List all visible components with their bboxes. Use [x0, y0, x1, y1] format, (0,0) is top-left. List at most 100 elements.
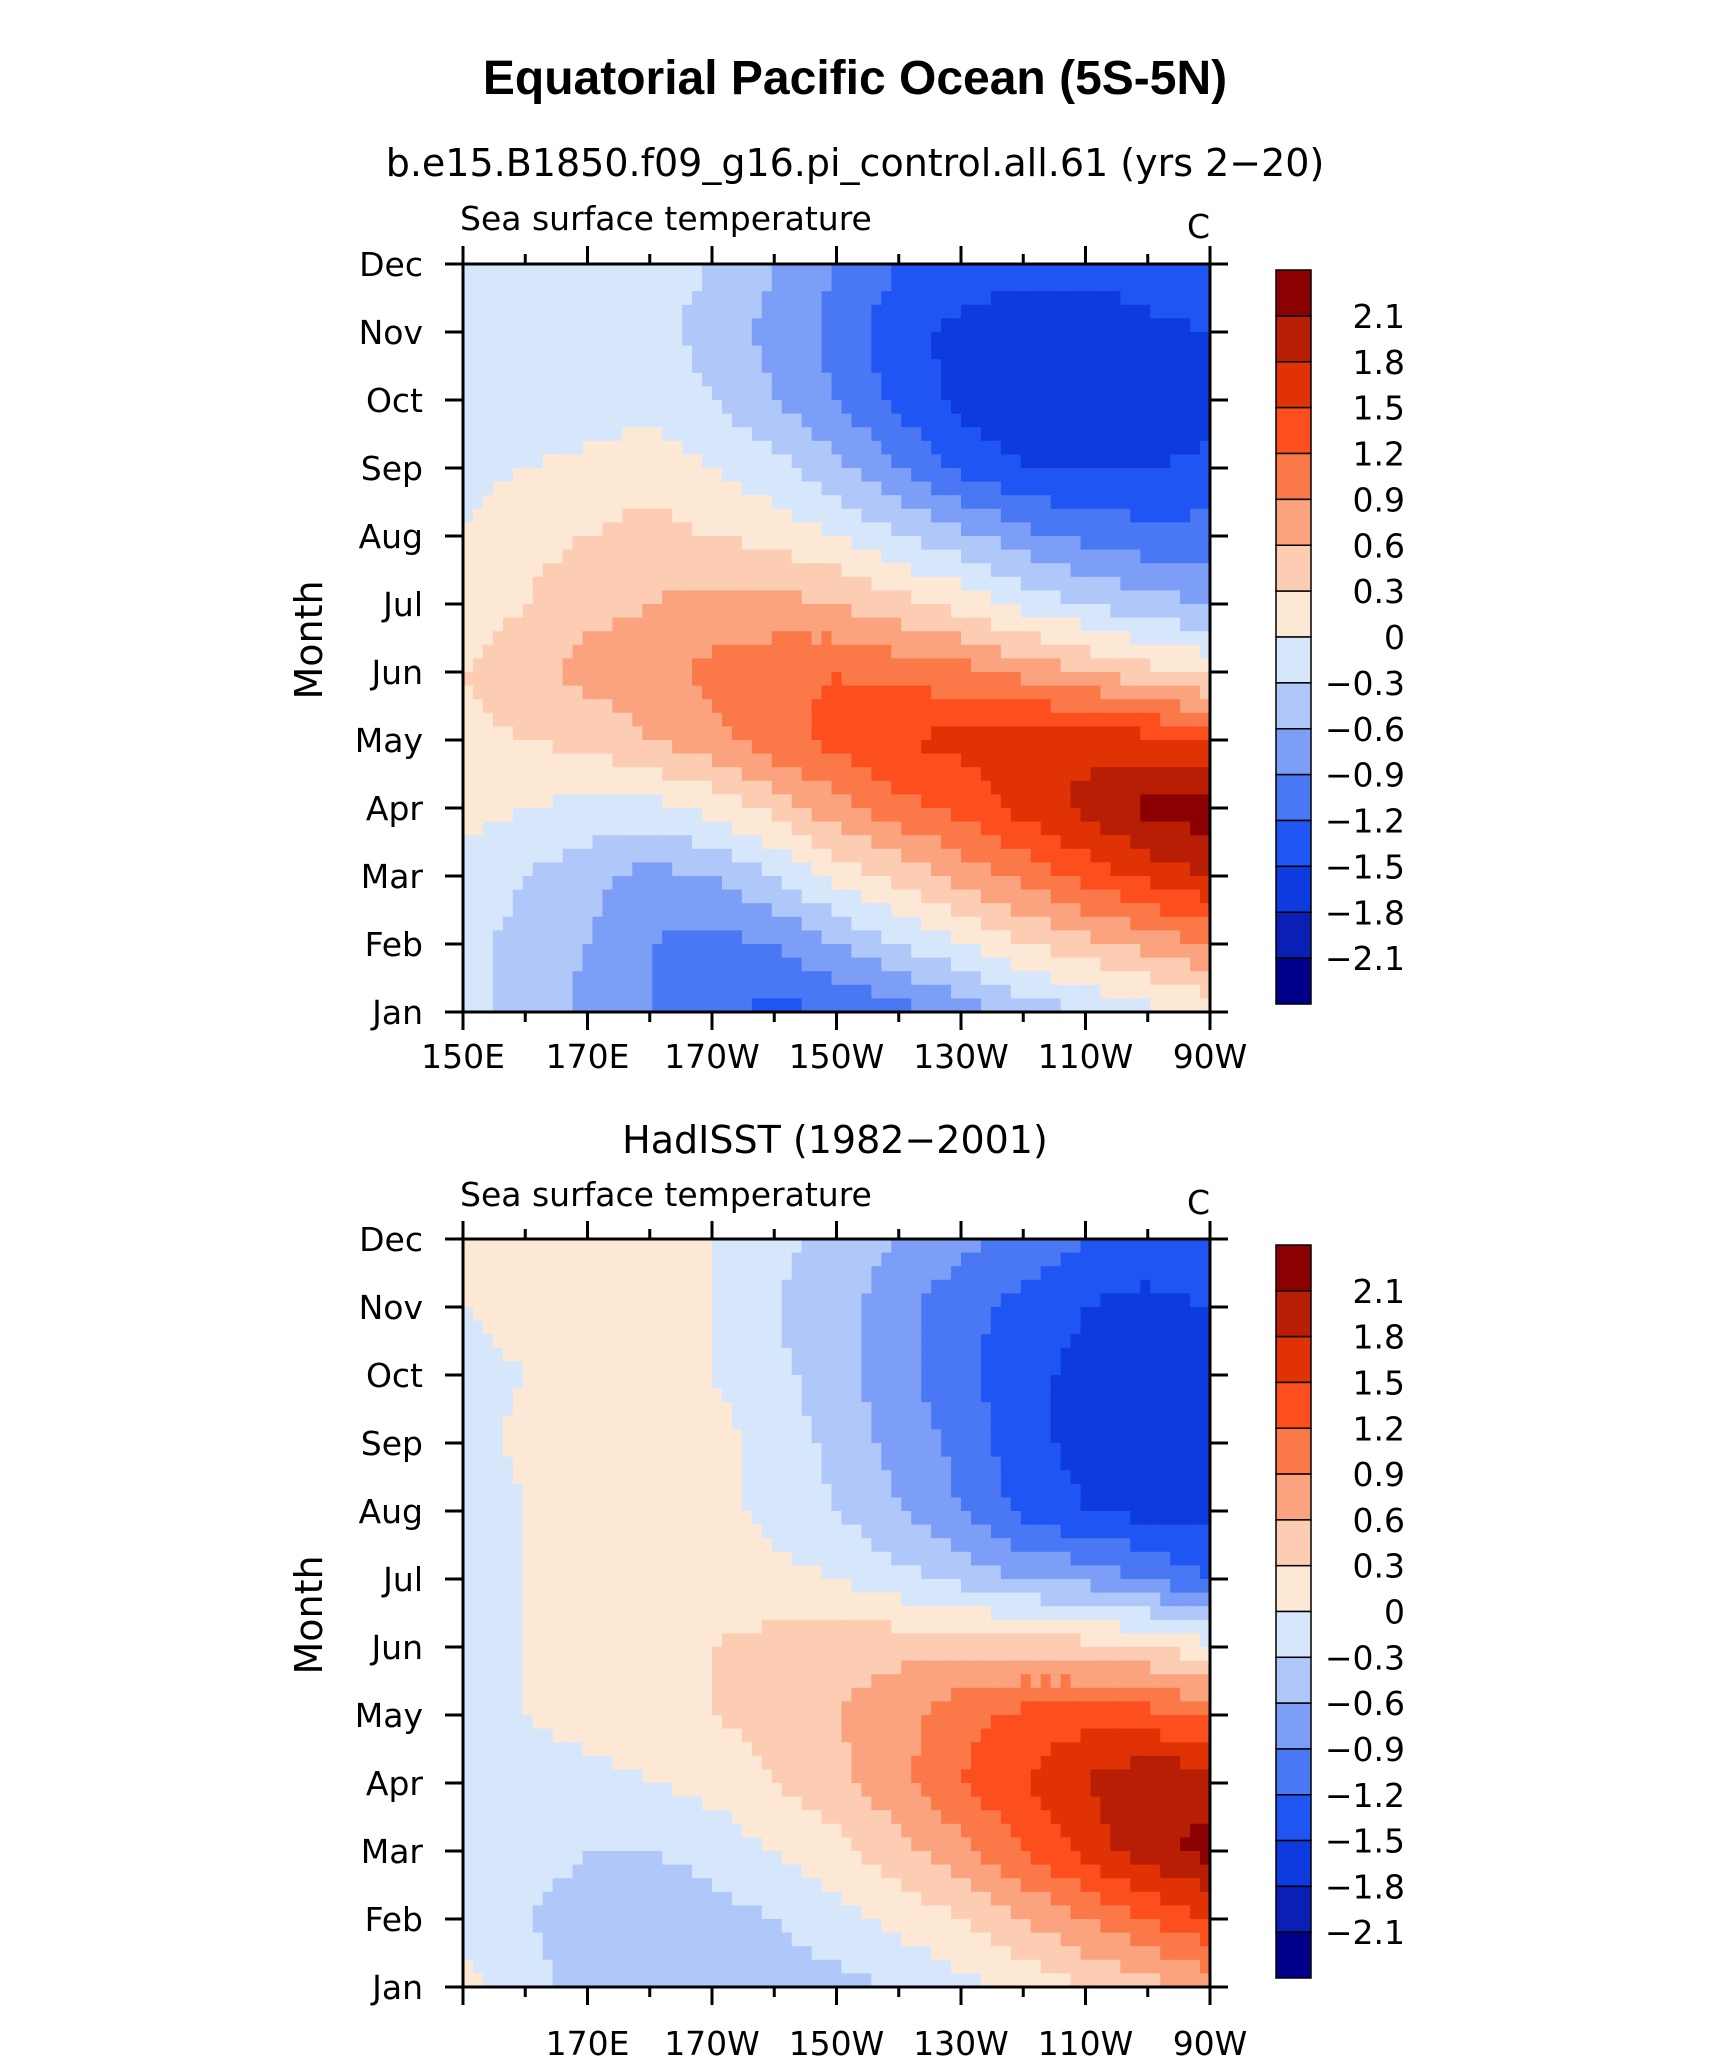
- contour-cell: [482, 454, 494, 469]
- contour-cell: [1080, 590, 1092, 605]
- contour-cell: [1040, 767, 1052, 782]
- contour-cell: [721, 767, 733, 782]
- contour-cell: [572, 440, 584, 455]
- contour-cell: [572, 372, 584, 387]
- contour-cell: [562, 808, 574, 823]
- colorbar-label: −1.2: [1325, 802, 1405, 841]
- contour-cell: [871, 835, 882, 850]
- contour-cell: [572, 1307, 584, 1322]
- contour-cell: [911, 658, 922, 673]
- contour-cell: [592, 740, 604, 755]
- contour-cell: [1130, 821, 1141, 836]
- contour-cell: [721, 332, 733, 347]
- contour-cell: [751, 1266, 763, 1281]
- contour-cell: [1190, 318, 1201, 333]
- contour-cell: [463, 1375, 474, 1390]
- contour-cell: [791, 658, 803, 673]
- contour-cell: [771, 1279, 783, 1294]
- contour-cell: [771, 903, 783, 918]
- contour-cell: [642, 1320, 653, 1335]
- contour-cell: [1120, 903, 1131, 918]
- contour-cell: [1090, 726, 1102, 741]
- contour-cell: [572, 740, 584, 755]
- contour-cell: [492, 277, 504, 292]
- contour-cell: [980, 835, 992, 850]
- contour-cell: [741, 522, 753, 537]
- contour-cell: [1130, 617, 1141, 632]
- contour-cell: [990, 672, 1002, 687]
- contour-cell: [592, 1279, 604, 1294]
- contour-cell: [1190, 549, 1201, 564]
- contour-cell: [990, 563, 1002, 578]
- contour-cell: [712, 291, 723, 306]
- contour-cell: [1170, 712, 1181, 727]
- contour-cell: [642, 672, 653, 687]
- contour-cell: [911, 318, 922, 333]
- contour-cell: [761, 576, 773, 591]
- contour-cell: [911, 699, 922, 714]
- contour-cell: [642, 468, 653, 483]
- contour-cell: [542, 454, 554, 469]
- contour-cell: [721, 930, 733, 945]
- contour-cell: [482, 631, 494, 646]
- contour-cell: [602, 304, 613, 319]
- contour-cell: [602, 876, 613, 891]
- contour-cell: [1190, 848, 1201, 863]
- contour-cell: [861, 903, 872, 918]
- contour-cell: [871, 794, 882, 809]
- colorbar-box: [1275, 728, 1312, 776]
- contour-cell: [572, 903, 584, 918]
- contour-cell: [931, 427, 942, 442]
- contour-cell: [572, 1279, 584, 1294]
- contour-cell: [741, 835, 753, 850]
- contour-cell: [1170, 808, 1181, 823]
- contour-cell: [662, 971, 673, 986]
- contour-cell: [662, 386, 673, 401]
- contour-cell: [712, 848, 723, 863]
- contour-cell: [841, 332, 853, 347]
- contour-cell: [1150, 644, 1161, 659]
- contour-cell: [612, 1361, 623, 1376]
- contour-cell: [861, 1307, 872, 1322]
- contour-cell: [682, 1307, 693, 1322]
- contour-cell: [582, 780, 594, 795]
- contour-cell: [562, 508, 574, 523]
- contour-cell: [712, 712, 723, 727]
- contour-cell: [492, 495, 504, 510]
- contour-cell: [1140, 631, 1151, 646]
- contour-cell: [1180, 454, 1191, 469]
- contour-cell: [712, 631, 723, 646]
- contour-cell: [1110, 617, 1121, 632]
- contour-cell: [980, 930, 992, 945]
- contour-cell: [622, 1266, 633, 1281]
- contour-cell: [871, 413, 882, 428]
- contour-cell: [1190, 753, 1201, 768]
- x-tick-label: 170W: [664, 1037, 760, 1076]
- contour-cell: [602, 712, 613, 727]
- contour-cell: [482, 644, 494, 659]
- contour-cell: [672, 1266, 683, 1281]
- contour-cell: [970, 345, 982, 360]
- contour-cell: [791, 563, 803, 578]
- contour-cell: [861, 481, 872, 496]
- contour-cell: [472, 372, 484, 387]
- contour-cell: [642, 1307, 653, 1322]
- contour-cell: [1140, 454, 1151, 469]
- contour-cell: [1010, 767, 1022, 782]
- contour-cell: [970, 536, 982, 551]
- contour-cell: [1180, 291, 1191, 306]
- contour-cell: [901, 1293, 912, 1308]
- contour-cell: [1170, 481, 1181, 496]
- contour-cell: [781, 291, 793, 306]
- contour-cell: [751, 563, 763, 578]
- contour-cell: [901, 848, 912, 863]
- contour-cell: [821, 1361, 833, 1376]
- contour-cell: [791, 372, 803, 387]
- contour-cell: [1050, 998, 1062, 1013]
- contour-cell: [811, 971, 823, 986]
- contour-cell: [522, 848, 534, 863]
- contour-cell: [841, 563, 853, 578]
- contour-cell: [552, 944, 564, 959]
- contour-cell: [582, 386, 594, 401]
- contour-cell: [692, 481, 703, 496]
